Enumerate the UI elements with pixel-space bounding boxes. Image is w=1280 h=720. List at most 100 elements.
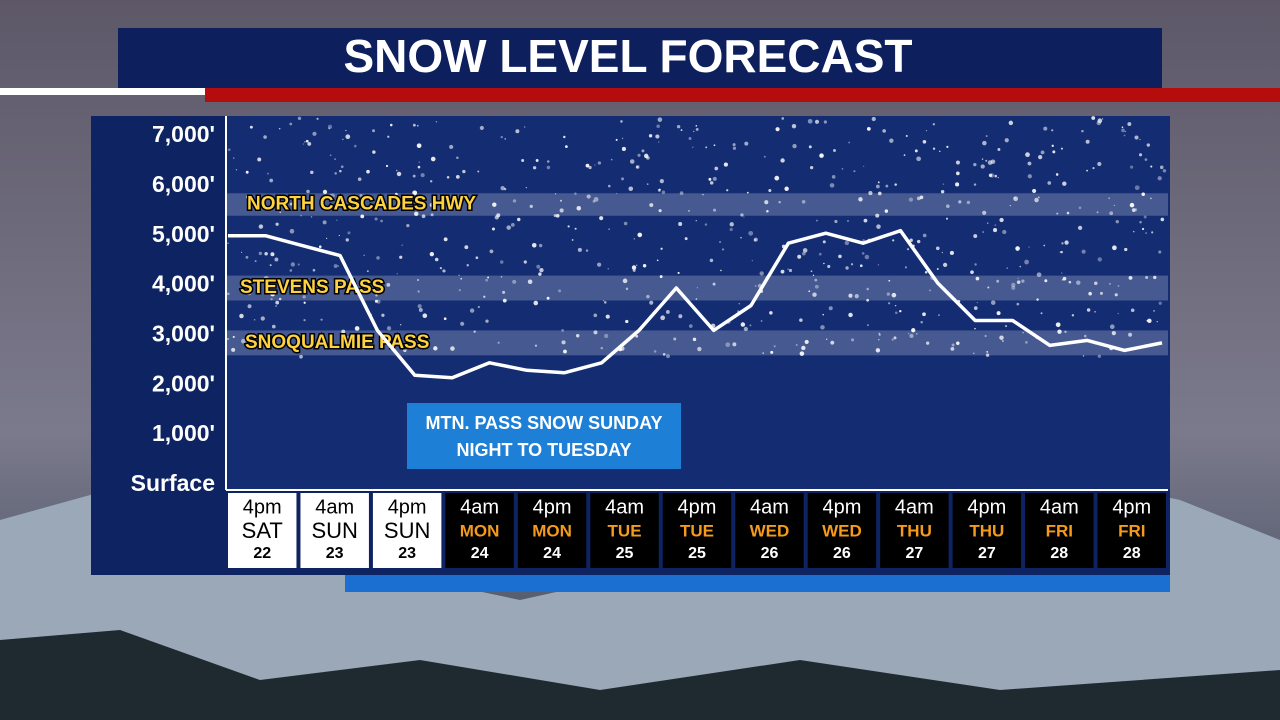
snowflake <box>851 338 855 342</box>
snowflake <box>1121 128 1125 133</box>
snowflake <box>279 211 281 214</box>
snowflake <box>848 293 853 298</box>
snowflake <box>597 161 602 165</box>
snowflake <box>1025 152 1030 158</box>
day-label: SUN <box>311 518 357 543</box>
annotation-text: MTN. PASS SNOW SUNDAY <box>425 413 662 433</box>
snowflake <box>376 299 381 304</box>
snowflake <box>1109 324 1115 330</box>
snowflake <box>269 178 274 183</box>
snowflake <box>417 290 420 293</box>
snowflake <box>359 194 363 198</box>
snowflake <box>510 223 515 227</box>
snowflake <box>916 156 921 162</box>
snowflake <box>1141 192 1145 197</box>
snowflake <box>443 317 447 321</box>
snowflake <box>643 153 649 159</box>
snowflake <box>876 224 881 229</box>
snowflake <box>950 347 955 351</box>
snowflake <box>657 188 661 192</box>
snowflake <box>357 177 362 181</box>
snowflake <box>955 160 961 165</box>
snowflake <box>307 142 312 146</box>
snowflake <box>1057 329 1062 334</box>
snowflake <box>838 254 842 259</box>
snowflake <box>868 191 873 196</box>
time-label: 4pm <box>533 496 572 518</box>
snowflake <box>1016 280 1021 285</box>
snowflake <box>942 183 945 185</box>
snowflake <box>605 314 610 319</box>
snowflake <box>714 166 719 171</box>
snowflake <box>949 250 954 255</box>
snowflake <box>1141 227 1145 231</box>
snowflake <box>999 335 1004 340</box>
snowflake <box>386 326 392 331</box>
snowflake <box>622 278 628 284</box>
time-cell <box>300 493 369 568</box>
snowflake <box>610 158 613 161</box>
snowflake <box>882 129 886 133</box>
day-label: FRI <box>1118 521 1145 540</box>
snowflake <box>705 146 708 149</box>
snowflake <box>416 143 422 149</box>
snowflake <box>327 206 330 209</box>
snowflake <box>1038 154 1043 160</box>
snowflake <box>462 169 466 174</box>
snowflake <box>696 287 699 289</box>
snowflake <box>823 120 827 124</box>
snowflake <box>475 256 479 260</box>
snowflake <box>525 186 528 189</box>
snowflake <box>494 215 499 220</box>
pass-band <box>226 275 1168 301</box>
snowflake <box>713 208 717 212</box>
snowflake <box>1036 272 1042 278</box>
snowflake <box>512 279 517 284</box>
snowflake <box>695 220 697 222</box>
snowflake <box>1008 120 1014 126</box>
snowflake <box>289 202 293 206</box>
snowflake <box>1128 275 1133 280</box>
snowflake <box>781 117 785 120</box>
snowflake <box>1061 242 1064 245</box>
snowflake <box>466 264 469 267</box>
snowflake <box>483 295 486 298</box>
snowflake <box>814 119 820 124</box>
snowflake <box>973 352 975 354</box>
date-label: 25 <box>688 545 706 562</box>
snowflake <box>417 304 422 309</box>
snowflake <box>808 145 812 149</box>
snowflake <box>859 264 863 268</box>
title-bar <box>118 28 1162 88</box>
snowflake <box>1009 204 1011 207</box>
snowflake <box>780 269 785 274</box>
pass-band <box>226 193 1168 216</box>
snowflake <box>1086 169 1088 172</box>
snowflake <box>678 314 683 319</box>
snowflake <box>269 264 272 267</box>
snowflake <box>866 127 871 131</box>
snowflake <box>1128 332 1133 337</box>
snowflake <box>535 159 539 162</box>
snowflake <box>339 169 342 173</box>
snowflake <box>636 264 638 266</box>
snowflake <box>1153 275 1157 280</box>
snowflake <box>563 135 566 139</box>
snowflake <box>1143 215 1147 219</box>
snowflake <box>636 165 639 169</box>
date-label: 27 <box>978 545 996 562</box>
snowflake <box>271 324 276 329</box>
snowflake <box>877 264 879 266</box>
snowflake <box>929 289 931 292</box>
snowflake <box>399 255 403 259</box>
snowflake <box>684 237 688 241</box>
snowflake <box>303 301 306 304</box>
snowflake <box>354 326 360 331</box>
snowflake <box>1150 197 1152 200</box>
snowflake <box>345 134 351 140</box>
snowflake <box>318 245 322 249</box>
snowflake <box>434 257 439 262</box>
snowflake <box>387 135 390 138</box>
snowflake <box>1047 181 1052 185</box>
snowflake <box>504 138 506 140</box>
